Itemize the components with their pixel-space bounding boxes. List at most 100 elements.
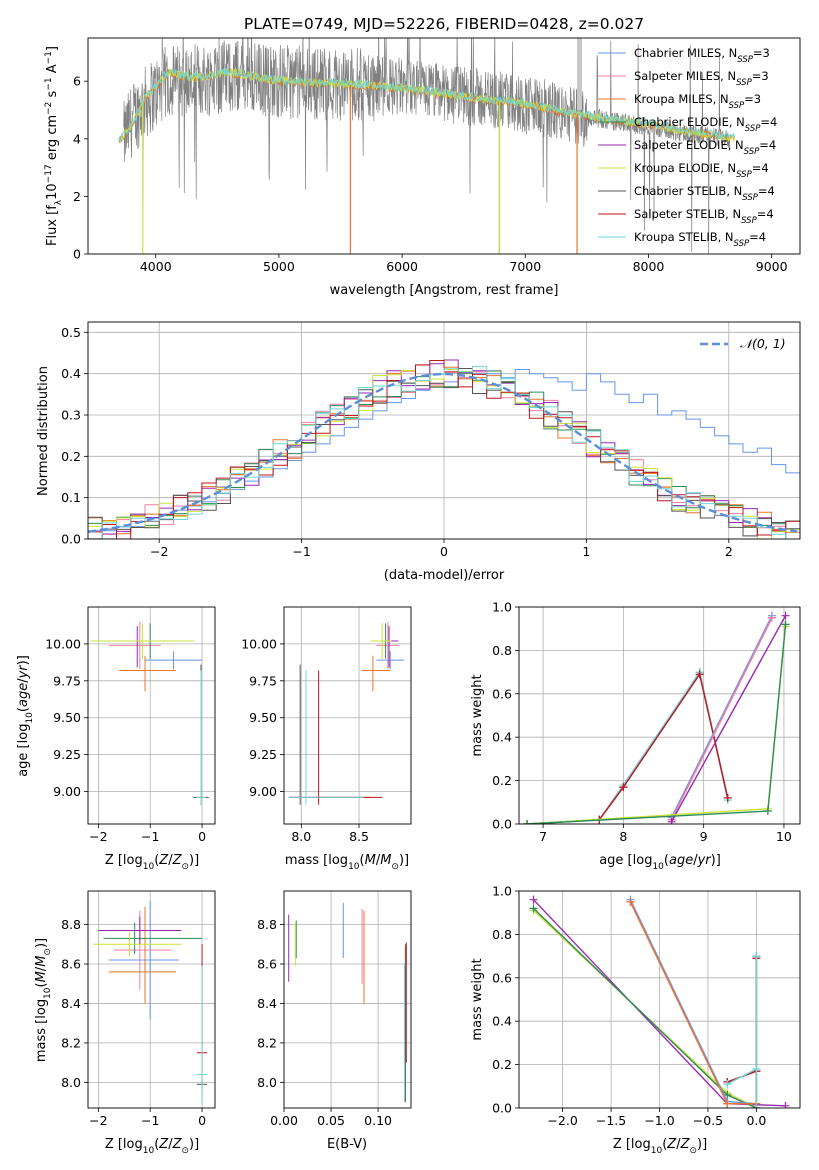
x-tick-label: −2 xyxy=(150,544,168,559)
x-tick-label: −2 xyxy=(89,1113,107,1128)
weight-marker xyxy=(767,613,776,622)
axes-frame xyxy=(87,890,216,1109)
weight-line xyxy=(526,624,787,824)
weight-line xyxy=(670,615,787,823)
legend-entry: Kroupa MILES, NSSP=3 xyxy=(634,92,761,111)
legend: Chabrier MILES, NSSP=3 Salpeter MILES, NS… xyxy=(598,46,777,249)
legend-entry: Kroupa ELODIE, NSSP=4 xyxy=(634,161,769,180)
x-tick-label: 9 xyxy=(700,829,708,844)
x-axis-label: age [log10(age/yr)] xyxy=(599,853,721,872)
model-spectrum-line xyxy=(118,67,735,143)
y-tick-label: 8.8 xyxy=(61,917,81,932)
legend-entry: Salpeter STELIB, NSSP=4 xyxy=(634,207,774,226)
weight-line xyxy=(526,626,787,824)
panel-residuals: −2 −1 0 1 2 0.0 0.1 0.2 0.3 0.4 0.5 (data-model)/er… xyxy=(36,321,801,583)
panel-mass_vs_Z: −2 −1 0 8.0 8.2 8.4 8.6 8.8 Z [log10(Z/Z⊙)] mass … xyxy=(34,890,216,1156)
y-tick-label: 9.75 xyxy=(53,673,81,688)
plot-area-residuals xyxy=(88,322,800,539)
plot-area-weight_vs_Z xyxy=(519,891,800,1108)
plot-area-weight_vs_age xyxy=(519,607,800,824)
axes-frame xyxy=(87,606,216,825)
panel-age_vs_Z: −2 −1 0 9.00 9.25 9.50 9.75 10.00 Z [log10(Z/Z⊙)… xyxy=(16,606,216,872)
x-tick-label: −2 xyxy=(89,829,107,844)
y-tick-label: 6 xyxy=(73,74,81,89)
legend-entry: Salpeter MILES, NSSP=3 xyxy=(634,69,769,88)
y-tick-label: 0.0 xyxy=(492,1101,512,1116)
y-tick-label: 9.50 xyxy=(53,710,81,725)
y-tick-label: 0.0 xyxy=(492,817,512,832)
x-tick-label: 8 xyxy=(619,829,627,844)
y-tick-label: 0 xyxy=(73,247,81,262)
weight-marker xyxy=(752,952,761,961)
figure-title: PLATE=0749, MJD=52226, FIBERID=0428, z=0… xyxy=(244,15,644,33)
weight-marker xyxy=(667,817,676,824)
observed-spectrum-line xyxy=(123,38,731,254)
weight-marker xyxy=(723,1080,732,1089)
y-axis-label: Flux [fλ10−17 erg cm−2 s−1 A−1] xyxy=(44,46,64,246)
x-tick-label: −0.5 xyxy=(693,1113,723,1128)
plot-area-age_vs_Z xyxy=(88,607,215,824)
y-tick-label: 0.8 xyxy=(492,927,512,942)
y-axis-label: mass weight xyxy=(470,674,485,756)
y-axis-label: age [log10(age/yr)] xyxy=(16,655,35,777)
y-tick-label: 0.3 xyxy=(61,408,81,423)
y-tick-label: 8.4 xyxy=(257,996,277,1011)
weight-line xyxy=(727,956,758,1108)
weight-line xyxy=(670,615,773,818)
x-tick-label: −1 xyxy=(292,544,310,559)
y-tick-label: 9.00 xyxy=(53,784,81,799)
weight-marker xyxy=(763,806,772,815)
weight-marker xyxy=(752,1104,761,1108)
x-tick-label: −2.0 xyxy=(547,1113,577,1128)
y-tick-label: 9.00 xyxy=(249,784,277,799)
y-tick-label: 8.6 xyxy=(257,956,277,971)
histogram-step-line xyxy=(88,365,800,539)
weight-marker xyxy=(695,670,704,679)
legend-entry: 𝒩(0, 1) xyxy=(740,336,786,351)
weight-line xyxy=(526,672,729,824)
weight-marker xyxy=(529,895,538,904)
y-tick-label: 2 xyxy=(73,189,81,204)
histogram-step-line xyxy=(88,359,800,539)
weight-line xyxy=(629,899,757,1105)
weight-line xyxy=(727,958,758,1108)
y-tick-label: 0.6 xyxy=(492,970,512,985)
legend-entry: Kroupa STELIB, NSSP=4 xyxy=(634,230,766,249)
panel-weight_vs_age: 7 8 9 10 0.0 0.2 0.4 0.6 0.8 1.0 age [log10(age/yr… xyxy=(470,600,801,872)
x-tick-label: 4000 xyxy=(140,259,172,274)
y-tick-label: 10.00 xyxy=(241,636,277,651)
axes-frame xyxy=(518,606,801,825)
x-tick-label: 7 xyxy=(539,829,547,844)
y-tick-label: 8.0 xyxy=(61,1075,81,1090)
panel-spectrum: 4000 5000 6000 7000 8000 9000 0 2 4 6 wavelength [… xyxy=(44,37,801,298)
panel-mass_vs_ebv: 0.00 0.05 0.10 8.0 8.2 8.4 8.6 8.8 E(B-V) xyxy=(257,890,412,1152)
y-tick-label: 0.4 xyxy=(492,1014,512,1029)
x-axis-label: Z [log10(Z/Z⊙)] xyxy=(105,1137,199,1156)
x-tick-label: 0.05 xyxy=(317,1113,345,1128)
plot-area-mass_vs_ebv xyxy=(284,891,411,1108)
histogram-step-line xyxy=(88,360,800,539)
y-tick-label: 0.2 xyxy=(61,449,81,464)
y-tick-label: 0.0 xyxy=(61,532,81,547)
weight-marker xyxy=(723,1099,732,1108)
x-axis-label: Z [log10(Z/Z⊙)] xyxy=(613,1137,707,1156)
x-tick-label: −1 xyxy=(141,829,159,844)
x-tick-label: 0 xyxy=(198,1113,206,1128)
y-tick-label: 8.8 xyxy=(257,917,277,932)
normal-curve xyxy=(88,372,798,533)
histogram-step-line xyxy=(88,364,800,539)
panel-age_vs_mass: 8.0 8.5 9.00 9.25 9.50 9.75 10.00 mass [log10(M… xyxy=(241,606,412,872)
x-axis-label: wavelength [Angstrom, rest frame] xyxy=(330,283,559,298)
weight-line xyxy=(726,956,758,1108)
x-tick-label: 5000 xyxy=(263,259,295,274)
histogram-step-line xyxy=(88,369,800,539)
weight-line xyxy=(629,901,757,1105)
weight-marker xyxy=(626,897,635,906)
y-tick-label: 0.5 xyxy=(61,325,81,340)
weight-line xyxy=(526,670,729,824)
x-axis-label: E(B-V) xyxy=(327,1137,367,1152)
x-tick-label: 0.0 xyxy=(746,1113,766,1128)
weight-line xyxy=(629,901,757,1105)
